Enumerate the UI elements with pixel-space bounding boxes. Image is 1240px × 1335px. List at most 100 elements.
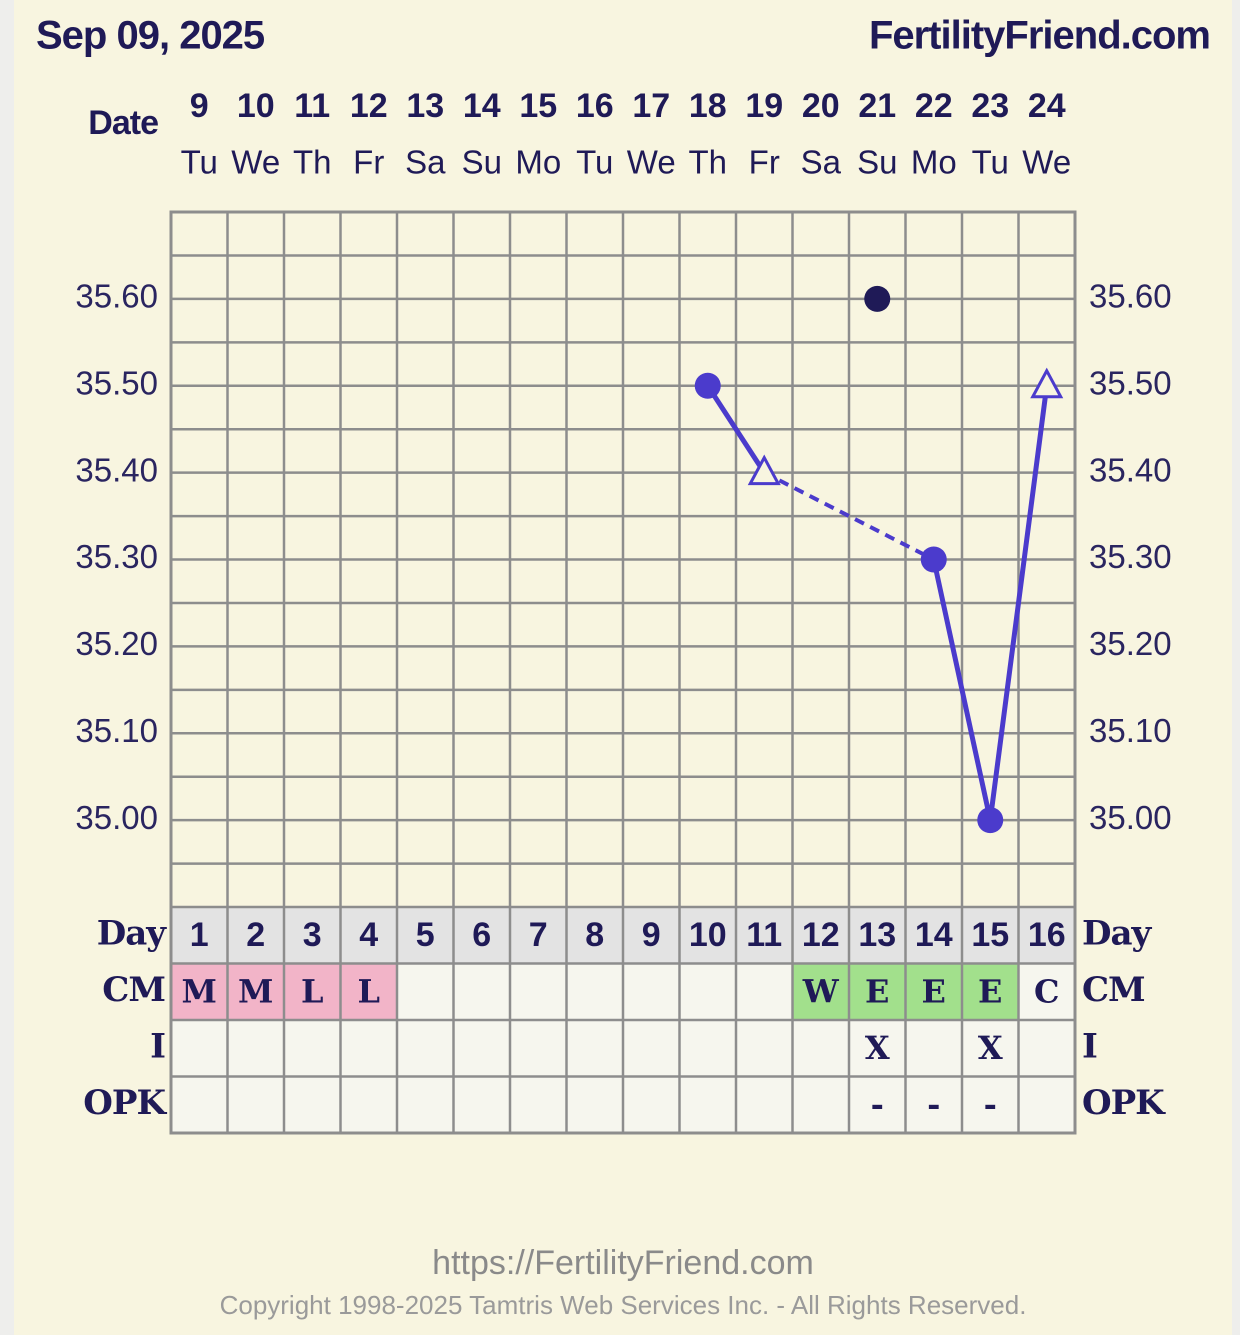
- date-number: 9: [190, 87, 209, 125]
- table-cell: [962, 963, 1019, 1020]
- table-cell: [905, 963, 962, 1020]
- temp-gap-line: [763, 470, 935, 562]
- table-cell: [1018, 963, 1075, 1020]
- row-label: Day: [97, 913, 168, 953]
- cell-text: 12: [802, 916, 840, 954]
- cell-text: 1: [190, 916, 209, 954]
- weekday: Tu: [972, 144, 1009, 181]
- table-cell: [453, 963, 510, 1020]
- cell-text: 9: [642, 916, 661, 954]
- cell-text: X: [865, 1029, 890, 1067]
- y-tick-label: 35.40: [1089, 451, 1172, 488]
- cell-text: 8: [585, 916, 604, 954]
- table-cell: [792, 907, 849, 964]
- table-cell: [623, 1020, 680, 1077]
- table-cell: [792, 1020, 849, 1077]
- cell-text: M: [182, 972, 217, 1010]
- table-cell: [397, 907, 454, 964]
- row-label: CM: [102, 970, 165, 1010]
- table-cell: [340, 1020, 397, 1077]
- table-cell: [1018, 907, 1075, 964]
- table-cell: [227, 1076, 284, 1133]
- chart-date: Sep 09, 2025: [36, 14, 265, 58]
- weekday: We: [627, 144, 676, 181]
- row-label: OPK: [1082, 1083, 1166, 1123]
- date-number: 15: [519, 87, 557, 125]
- table-cell: [736, 907, 793, 964]
- weekday: Fr: [749, 144, 780, 181]
- table-cell: [962, 907, 1019, 964]
- cell-text: 2: [246, 916, 265, 954]
- table-cell: [566, 1020, 623, 1077]
- weekday: Fr: [353, 144, 384, 181]
- cell-text: 5: [416, 916, 435, 954]
- weekday: Th: [688, 144, 727, 181]
- temp-marker: [864, 285, 891, 312]
- table-cell: [623, 963, 680, 1020]
- temp-marker: [694, 372, 721, 399]
- table-cell: [453, 907, 510, 964]
- cell-text: -: [927, 1085, 940, 1123]
- chart-border: [169, 210, 1077, 1135]
- date-number: 14: [463, 87, 501, 125]
- y-tick-label: 35.50: [1089, 364, 1172, 401]
- cell-text: 3: [303, 916, 322, 954]
- cell-text: -: [984, 1085, 997, 1123]
- date-number: 18: [689, 87, 727, 125]
- table-cell: [736, 963, 793, 1020]
- table-cell: [905, 907, 962, 964]
- table-cell: [566, 1076, 623, 1133]
- cell-text: X: [978, 1029, 1003, 1067]
- table-cell: [284, 963, 341, 1020]
- table-cell: [566, 963, 623, 1020]
- table-cell: [284, 1076, 341, 1133]
- table-cell: [510, 907, 567, 964]
- date-number: 19: [745, 87, 783, 125]
- cell-text: 4: [359, 916, 378, 954]
- table-cell: [1018, 1020, 1075, 1077]
- weekday: We: [231, 144, 280, 181]
- cell-text: M: [238, 972, 273, 1010]
- y-tick-label: 35.30: [75, 538, 158, 575]
- cell-text: 6: [472, 916, 491, 954]
- date-number: 23: [971, 87, 1009, 125]
- table-cell: [792, 963, 849, 1020]
- row-label: I: [150, 1026, 165, 1066]
- table-cell: [227, 1020, 284, 1077]
- date-label: Date: [88, 104, 158, 142]
- cell-text: 13: [858, 916, 896, 954]
- y-tick-label: 35.00: [75, 799, 158, 836]
- table-cell: [623, 1076, 680, 1133]
- table-cell: [453, 1076, 510, 1133]
- table-cell: [679, 907, 736, 964]
- date-number: 16: [576, 87, 614, 125]
- table-cell: [340, 907, 397, 964]
- table-cell: [171, 907, 228, 964]
- site-name: FertilityFriend.com: [869, 14, 1210, 58]
- y-tick-label: 35.30: [1089, 538, 1172, 575]
- y-tick-label: 35.10: [75, 712, 158, 749]
- temp-marker: [1030, 367, 1064, 399]
- table-cell: [962, 1076, 1019, 1133]
- y-tick-label: 35.20: [75, 625, 158, 662]
- y-tick-label: 35.40: [75, 451, 158, 488]
- table-cell: [284, 1020, 341, 1077]
- date-number: 24: [1028, 87, 1066, 125]
- weekday: Mo: [515, 144, 561, 181]
- table-cell: [340, 963, 397, 1020]
- cell-text: 7: [529, 916, 548, 954]
- table-cell: [849, 963, 906, 1020]
- table-cell: [905, 1076, 962, 1133]
- table-cell: [227, 963, 284, 1020]
- table-cell: [962, 1020, 1019, 1077]
- date-number: 13: [406, 87, 444, 125]
- table-cell: [453, 1020, 510, 1077]
- table-cell: [792, 1076, 849, 1133]
- table-cell: [171, 963, 228, 1020]
- weekday: Sa: [405, 144, 446, 181]
- table-cell: [736, 1020, 793, 1077]
- row-label: CM: [1082, 970, 1145, 1010]
- cell-text: 14: [915, 916, 953, 954]
- temp-marker: [920, 546, 947, 573]
